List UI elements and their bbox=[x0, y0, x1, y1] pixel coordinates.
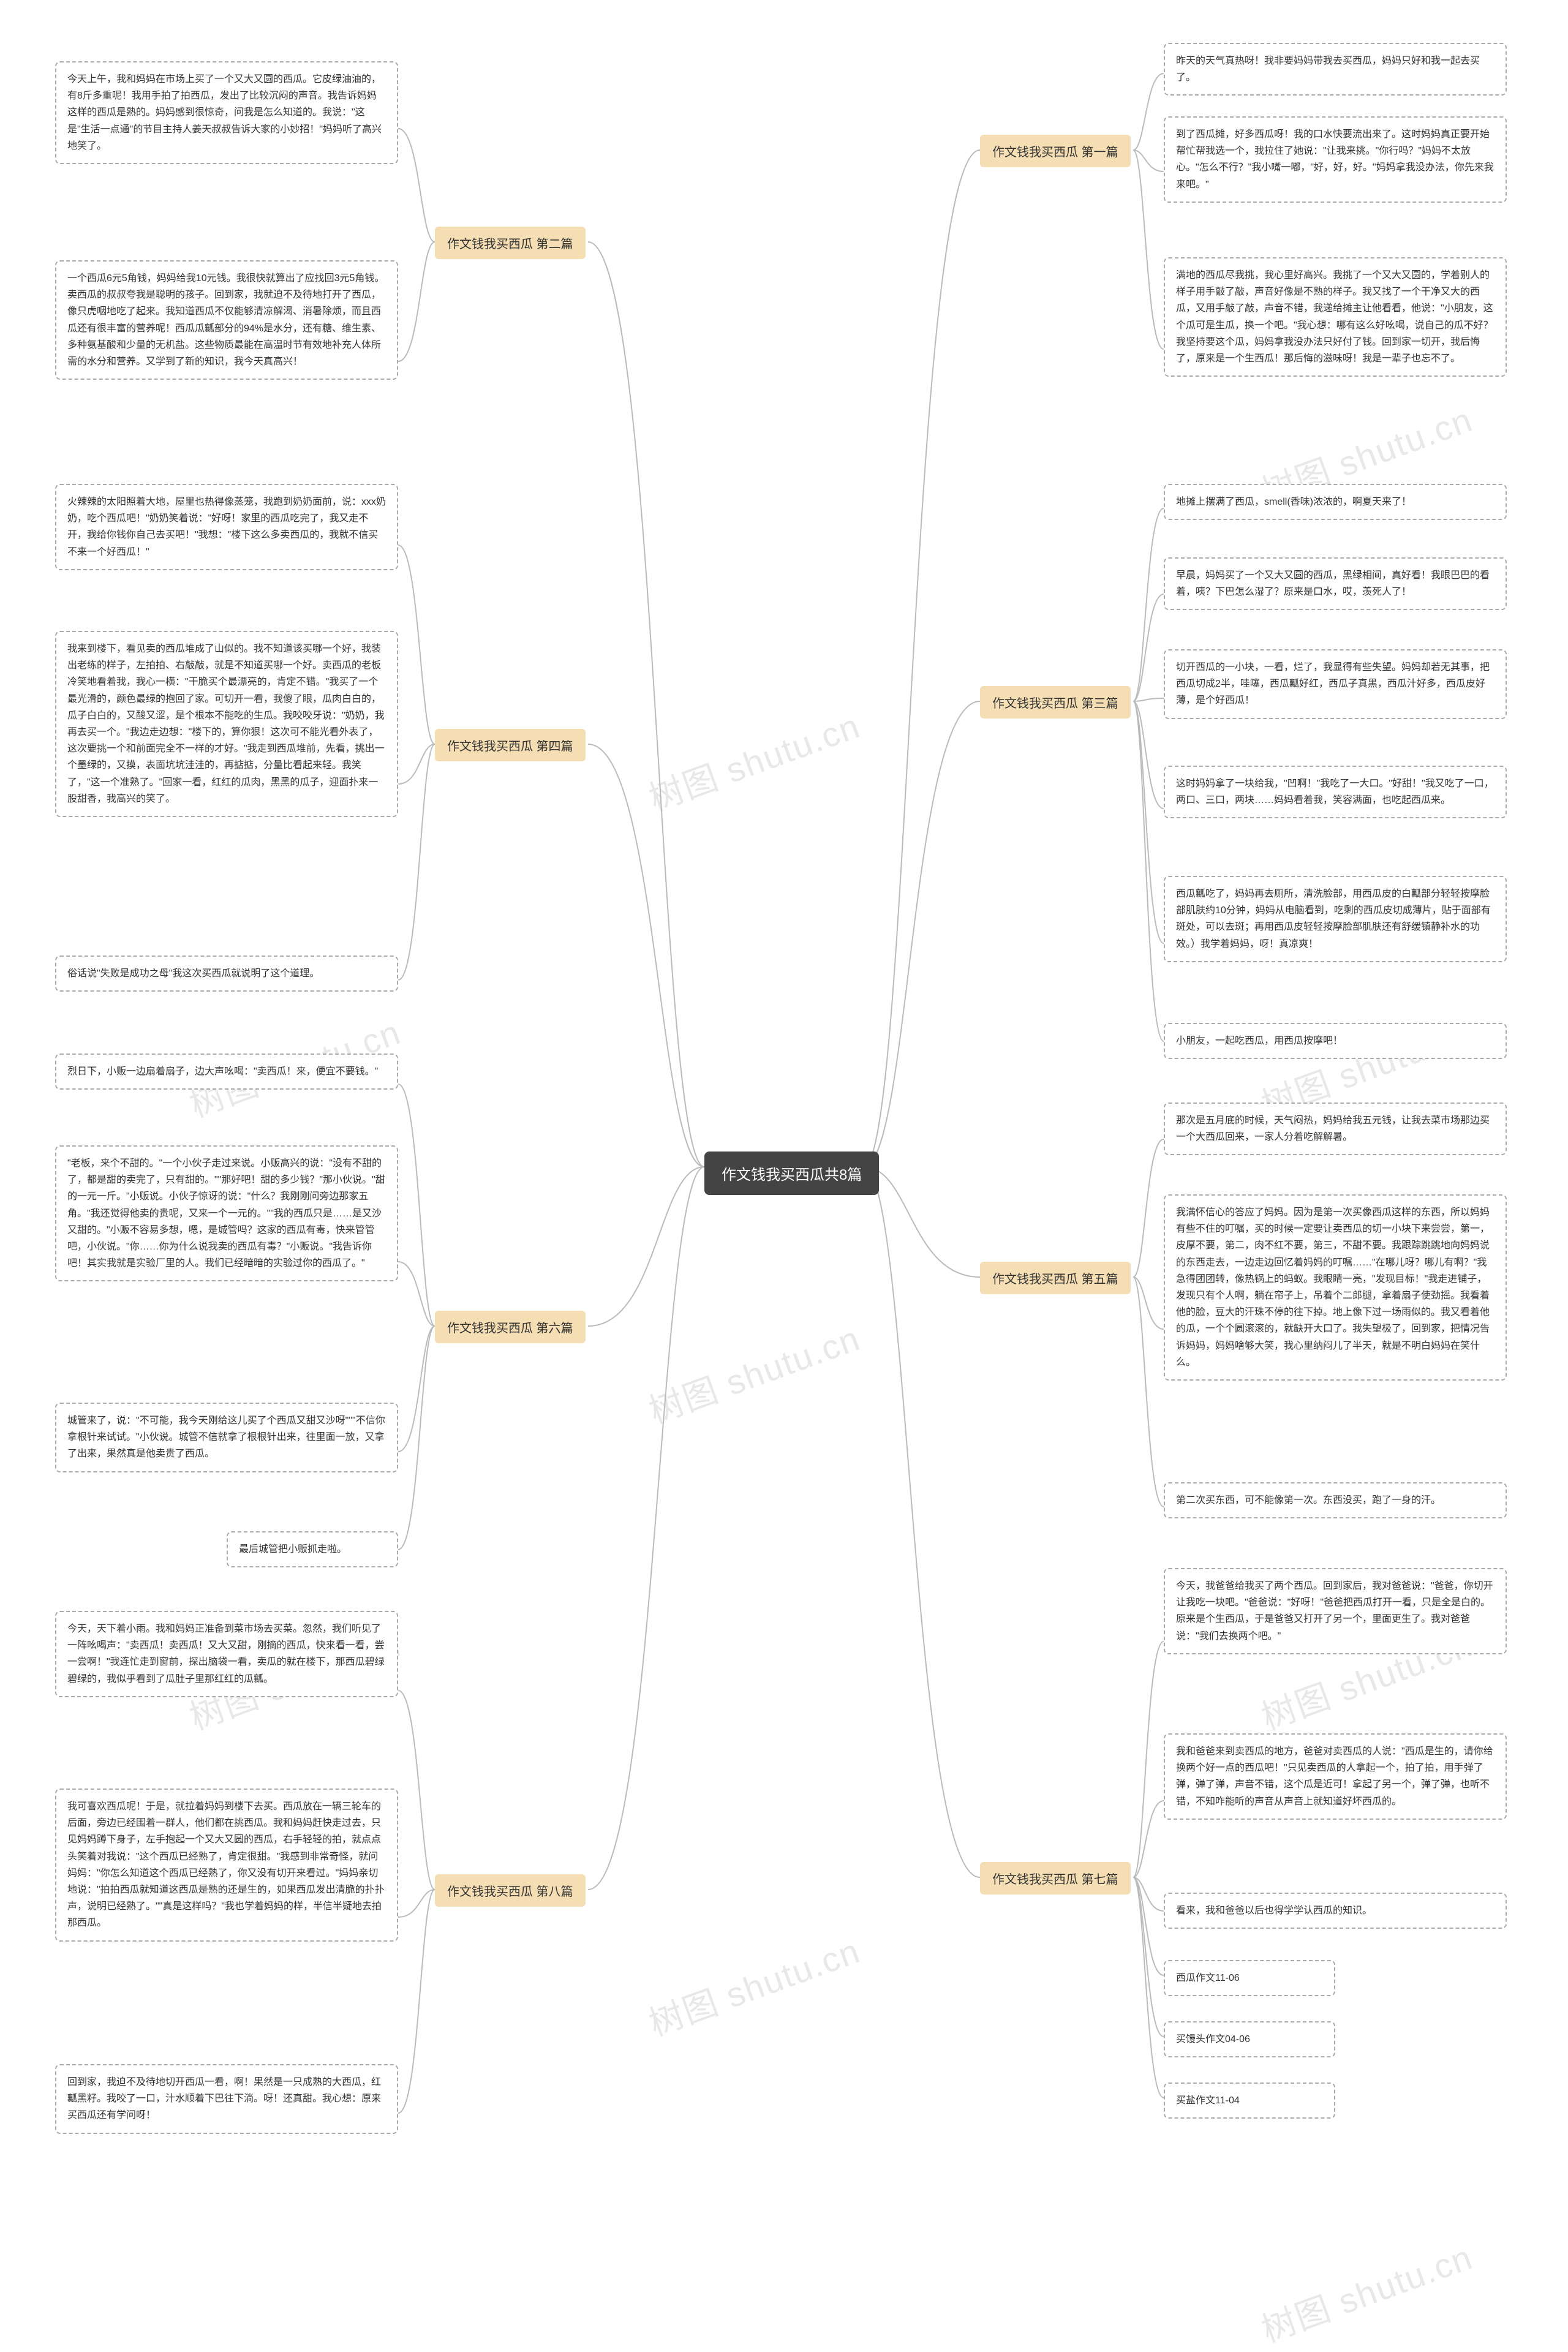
title-node-t4: 作文钱我买西瓜 第四篇 bbox=[435, 729, 586, 761]
content-node: 今天，我爸爸给我买了两个西瓜。回到家后，我对爸爸说："爸爸，你切开让我吃一块吧。… bbox=[1164, 1568, 1507, 1654]
content-node: "老板，来个不甜的。"一个小伙子走过来说。小贩高兴的说："没有不甜的了，都是甜的… bbox=[55, 1145, 398, 1281]
content-node: 城管来了，说："不可能，我今天刚给这儿买了个西瓜又甜又沙呀"""不信你拿根针来试… bbox=[55, 1403, 398, 1472]
title-node-t8: 作文钱我买西瓜 第八篇 bbox=[435, 1874, 586, 1907]
content-node: 回到家，我迫不及待地切开西瓜一看，啊！果然是一只成熟的大西瓜，红瓤黑籽。我咬了一… bbox=[55, 2064, 398, 2134]
title-node-t2: 作文钱我买西瓜 第二篇 bbox=[435, 227, 586, 259]
content-node: 满地的西瓜尽我挑，我心里好高兴。我挑了一个又大又圆的，学着别人的样子用手敲了敲，… bbox=[1164, 257, 1507, 377]
content-node: 今天上午，我和妈妈在市场上买了一个又大又圆的西瓜。它皮绿油油的，有8斤多重呢！我… bbox=[55, 61, 398, 164]
content-node: 烈日下，小贩一边扇着扇子，边大声吆喝："卖西瓜！来，便宜不要钱。" bbox=[55, 1054, 398, 1090]
watermark: 树图 shutu.cn bbox=[641, 1311, 866, 1434]
content-node: 西瓜瓤吃了，妈妈再去厕所，清洗脸部，用西瓜皮的白瓤部分轻轻按摩脸部肌肤约10分钟… bbox=[1164, 876, 1507, 962]
content-node: 俗话说"失败是成功之母"我这次买西瓜就说明了这个道理。 bbox=[55, 956, 398, 992]
content-node: 最后城管把小贩抓走啦。 bbox=[227, 1531, 398, 1567]
center-node: 作文钱我买西瓜共8篇 bbox=[704, 1152, 879, 1195]
watermark: 树图 shutu.cn bbox=[1254, 2230, 1479, 2352]
content-node: 第二次买东西，可不能像第一次。东西没买，跑了一身的汗。 bbox=[1164, 1482, 1507, 1518]
content-node: 早晨，妈妈买了一个又大又圆的西瓜，黑绿相间，真好看！我眼巴巴的看着，咦？下巴怎么… bbox=[1164, 557, 1507, 610]
watermark: 树图 shutu.cn bbox=[641, 1924, 866, 2046]
content-node: 今天，天下着小雨。我和妈妈正准备到菜市场去买菜。忽然，我们听见了一阵吆喝声："卖… bbox=[55, 1611, 398, 1697]
content-node: 小朋友，一起吃西瓜，用西瓜按摩吧！ bbox=[1164, 1023, 1507, 1059]
content-node: 我满怀信心的答应了妈妈。因为是第一次买像西瓜这样的东西，所以妈妈有些不住的叮嘱，… bbox=[1164, 1194, 1507, 1381]
content-node: 昨天的天气真热呀！我非要妈妈带我去买西瓜，妈妈只好和我一起去买了。 bbox=[1164, 43, 1507, 96]
content-node: 那次是五月底的时候，天气闷热，妈妈给我五元钱，让我去菜市场那边买一个大西瓜回来，… bbox=[1164, 1102, 1507, 1155]
content-node: 看来，我和爸爸以后也得学学认西瓜的知识。 bbox=[1164, 1893, 1507, 1929]
content-node: 我可喜欢西瓜呢！于是，就拉着妈妈到楼下去买。西瓜放在一辆三轮车的后面，旁边已经围… bbox=[55, 1789, 398, 1942]
content-node: 火辣辣的太阳照着大地，屋里也热得像蒸笼，我跑到奶奶面前，说：xxx奶奶，吃个西瓜… bbox=[55, 484, 398, 570]
title-node-t5: 作文钱我买西瓜 第五篇 bbox=[980, 1262, 1131, 1294]
content-node: 切开西瓜的一小块，一看，烂了，我显得有些失望。妈妈却若无其事，把西瓜切成2半，哇… bbox=[1164, 649, 1507, 719]
title-node-t7: 作文钱我买西瓜 第七篇 bbox=[980, 1862, 1131, 1894]
content-node: 我和爸爸来到卖西瓜的地方，爸爸对卖西瓜的人说："西瓜是生的，请你给换两个好一点的… bbox=[1164, 1733, 1507, 1820]
content-node: 买馒头作文04-06 bbox=[1164, 2021, 1335, 2057]
title-node-t3: 作文钱我买西瓜 第三篇 bbox=[980, 686, 1131, 718]
watermark: 树图 shutu.cn bbox=[641, 699, 866, 821]
title-node-t6: 作文钱我买西瓜 第六篇 bbox=[435, 1311, 586, 1343]
content-node: 买盐作文11-04 bbox=[1164, 2082, 1335, 2119]
content-node: 我来到楼下，看见卖的西瓜堆成了山似的。我不知道该买哪一个好，我装出老练的样子，左… bbox=[55, 631, 398, 817]
content-node: 到了西瓜摊，好多西瓜呀！我的口水快要流出来了。这时妈妈真正要开始帮忙帮我选一个，… bbox=[1164, 116, 1507, 203]
content-node: 西瓜作文11-06 bbox=[1164, 1960, 1335, 1996]
title-node-t1: 作文钱我买西瓜 第一篇 bbox=[980, 135, 1131, 167]
content-node: 一个西瓜6元5角钱，妈妈给我10元钱。我很快就算出了应找回3元5角钱。卖西瓜的叔… bbox=[55, 260, 398, 380]
content-node: 地摊上摆满了西瓜，smell(香味)浓浓的，啊夏天来了！ bbox=[1164, 484, 1507, 520]
content-node: 这时妈妈拿了一块给我，"凹啊！"我吃了一大口。"好甜！"我又吃了一口，两口、三口… bbox=[1164, 766, 1507, 818]
